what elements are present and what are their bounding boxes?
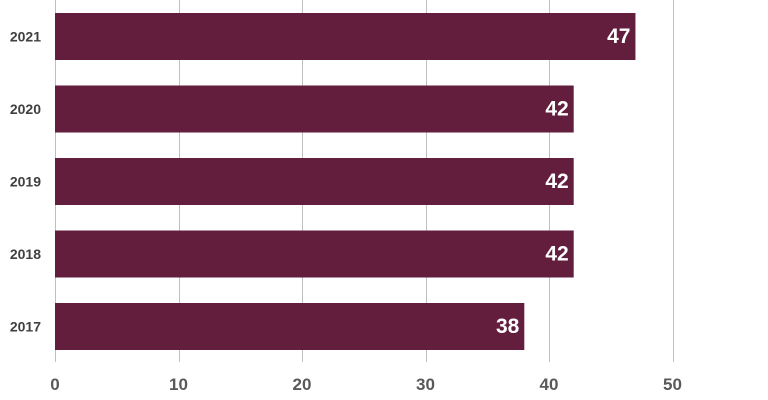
category-label-2021: 2021 bbox=[10, 29, 41, 45]
data-label-2020: 42 bbox=[545, 98, 568, 121]
category-label-2019: 2019 bbox=[10, 174, 41, 190]
category-labels: 2021 2020 2019 2018 2017 bbox=[10, 29, 41, 335]
x-tick-label-0: 0 bbox=[50, 375, 59, 394]
bar-2017 bbox=[55, 303, 525, 350]
category-label-2020: 2020 bbox=[10, 101, 41, 117]
data-label-2021: 47 bbox=[607, 25, 630, 48]
data-label-2017: 38 bbox=[496, 315, 520, 338]
x-tick-label-40: 40 bbox=[540, 375, 559, 394]
category-label-2018: 2018 bbox=[10, 246, 41, 262]
x-tick-label-10: 10 bbox=[169, 375, 188, 394]
data-label-2018: 42 bbox=[545, 243, 568, 266]
x-tick-label-50: 50 bbox=[663, 375, 682, 394]
bar-2020 bbox=[55, 85, 574, 133]
bar-2018 bbox=[55, 230, 574, 278]
bar-2021 bbox=[55, 13, 636, 60]
x-axis-tick-labels: 0 10 20 30 40 50 bbox=[50, 375, 682, 394]
x-tick-label-20: 20 bbox=[293, 375, 312, 394]
data-label-2019: 42 bbox=[545, 170, 568, 193]
category-label-2017: 2017 bbox=[10, 319, 41, 335]
x-tick-label-30: 30 bbox=[416, 375, 435, 394]
bar-2019 bbox=[55, 158, 574, 205]
bars: 47 42 42 42 38 bbox=[55, 13, 636, 350]
